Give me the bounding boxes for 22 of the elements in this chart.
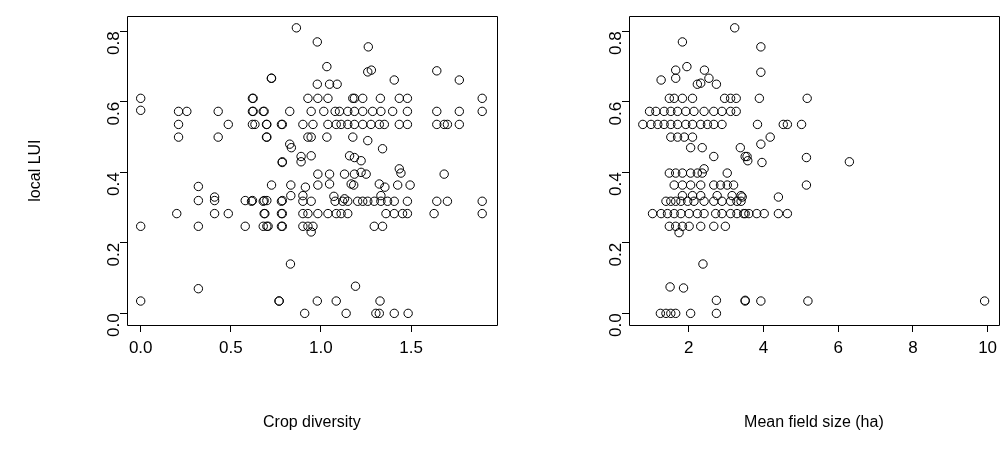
- x-tick-label: 1.0: [309, 337, 333, 357]
- x-axis-title: Crop diversity: [262, 412, 361, 430]
- x-tick-label: 0.5: [218, 337, 243, 357]
- y-tick-label: 0.0: [103, 313, 123, 338]
- y-tick-label: 0.4: [605, 172, 625, 196]
- y-tick-label: 0.6: [103, 101, 123, 126]
- y-tick-label: 0.4: [103, 172, 123, 196]
- x-tick-label: 6: [833, 337, 843, 357]
- y-tick-label: 0.8: [103, 31, 123, 55]
- x-tick-label: 0.0: [128, 337, 153, 357]
- y-tick-label: 0.6: [605, 101, 625, 126]
- x-tick-label: 10: [978, 337, 998, 357]
- y-tick-label: 0.8: [605, 31, 625, 55]
- y-tick-label: 0.2: [605, 242, 625, 267]
- x-axis-title: Mean field size (ha): [744, 412, 884, 430]
- y-axis-title: local LUI: [26, 139, 44, 202]
- x-tick-label: 8: [908, 337, 918, 357]
- x-tick-label: 2: [684, 337, 694, 357]
- x-tick-label: 4: [758, 337, 769, 357]
- x-tick-label: 1.5: [399, 337, 423, 357]
- y-tick-label: 0.0: [605, 313, 625, 338]
- y-tick-label: 0.2: [103, 242, 123, 267]
